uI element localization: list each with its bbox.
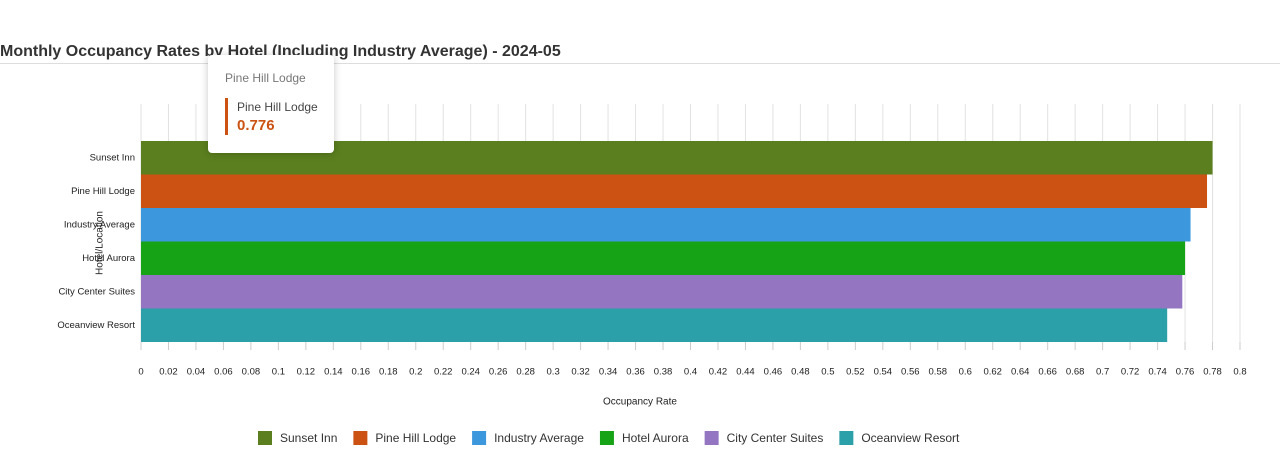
x-tick-label: 0.22 bbox=[434, 367, 453, 378]
legend-swatch bbox=[704, 431, 719, 445]
x-tick-label: 0.72 bbox=[1121, 367, 1140, 378]
legend-swatch bbox=[839, 431, 854, 445]
x-tick-label: 0.06 bbox=[214, 367, 233, 378]
bar bbox=[141, 241, 1186, 275]
x-tick-label: 0.28 bbox=[516, 367, 535, 378]
legend-swatch bbox=[472, 431, 487, 445]
x-tick-label: 0.6 bbox=[959, 367, 972, 378]
legend-label: Industry Average bbox=[494, 431, 584, 445]
x-tick-label: 0.38 bbox=[654, 367, 673, 378]
bar bbox=[141, 308, 1168, 342]
legend-label: Hotel Aurora bbox=[622, 431, 689, 445]
x-tick-label: 0.56 bbox=[901, 367, 920, 378]
x-tick-label: 0 bbox=[138, 367, 143, 378]
x-axis-label: Occupancy Rate bbox=[603, 397, 677, 408]
x-tick-label: 0.62 bbox=[983, 367, 1002, 378]
x-tick-label: 0.34 bbox=[599, 367, 618, 378]
legend-swatch bbox=[599, 431, 614, 445]
x-tick-label: 0.42 bbox=[709, 367, 728, 378]
x-tick-label: 0.64 bbox=[1011, 367, 1030, 378]
x-tick-label: 0.14 bbox=[324, 367, 343, 378]
tooltip-series: Pine Hill Lodge bbox=[237, 100, 318, 114]
legend-label: Sunset Inn bbox=[280, 431, 337, 445]
y-tick-label: Industry Average bbox=[64, 219, 135, 230]
x-tick-label: 0.46 bbox=[764, 367, 783, 378]
x-tick-label: 0.4 bbox=[684, 367, 697, 378]
chart-title: Monthly Occupancy Rates by Hotel (Includ… bbox=[0, 43, 561, 60]
x-tick-label: 0.44 bbox=[736, 367, 755, 378]
y-tick-label: City Center Suites bbox=[58, 286, 135, 297]
y-tick-label: Pine Hill Lodge bbox=[71, 186, 135, 197]
y-tick-label: Hotel Aurora bbox=[82, 253, 136, 264]
x-tick-label: 0.2 bbox=[409, 367, 422, 378]
x-tick-label: 0.74 bbox=[1148, 367, 1167, 378]
x-tick-label: 0.7 bbox=[1096, 367, 1109, 378]
x-tick-label: 0.78 bbox=[1203, 367, 1222, 378]
x-tick-label: 0.58 bbox=[929, 367, 948, 378]
bar bbox=[141, 208, 1191, 242]
x-tick-label: 0.5 bbox=[821, 367, 834, 378]
bar bbox=[141, 275, 1183, 309]
legend-label: City Center Suites bbox=[727, 431, 824, 445]
y-tick-label: Oceanview Resort bbox=[57, 320, 135, 331]
tooltip: Pine Hill Lodge Pine Hill Lodge 0.776 bbox=[208, 55, 334, 153]
x-tick-label: 0.3 bbox=[547, 367, 560, 378]
x-tick-label: 0.08 bbox=[242, 367, 261, 378]
legend-label: Pine Hill Lodge bbox=[375, 431, 456, 445]
y-axis-label: Hotel/Location bbox=[95, 211, 106, 275]
x-tick-label: 0.32 bbox=[571, 367, 590, 378]
x-tick-label: 0.02 bbox=[159, 367, 178, 378]
x-tick-label: 0.36 bbox=[626, 367, 645, 378]
x-tick-label: 0.66 bbox=[1038, 367, 1057, 378]
x-tick-label: 0.68 bbox=[1066, 367, 1085, 378]
legend-swatch bbox=[353, 431, 368, 445]
x-tick-label: 0.26 bbox=[489, 367, 508, 378]
tooltip-value: 0.776 bbox=[237, 117, 275, 134]
y-tick-label: Sunset Inn bbox=[90, 152, 135, 163]
legend-label: Oceanview Resort bbox=[861, 431, 960, 445]
legend-swatch bbox=[258, 431, 272, 445]
x-tick-label: 0.16 bbox=[352, 367, 371, 378]
x-tick-label: 0.48 bbox=[791, 367, 810, 378]
x-tick-label: 0.52 bbox=[846, 367, 865, 378]
x-tick-label: 0.18 bbox=[379, 367, 398, 378]
tooltip-swatch bbox=[225, 98, 228, 135]
x-tick-label: 0.76 bbox=[1176, 367, 1195, 378]
x-tick-label: 0.54 bbox=[874, 367, 893, 378]
x-tick-label: 0.1 bbox=[272, 367, 285, 378]
x-tick-label: 0.04 bbox=[187, 367, 206, 378]
x-tick-label: 0.12 bbox=[297, 367, 316, 378]
bar bbox=[141, 174, 1208, 208]
x-tick-label: 0.24 bbox=[461, 367, 480, 378]
x-tick-label: 0.8 bbox=[1233, 367, 1246, 378]
tooltip-header: Pine Hill Lodge bbox=[225, 71, 306, 85]
